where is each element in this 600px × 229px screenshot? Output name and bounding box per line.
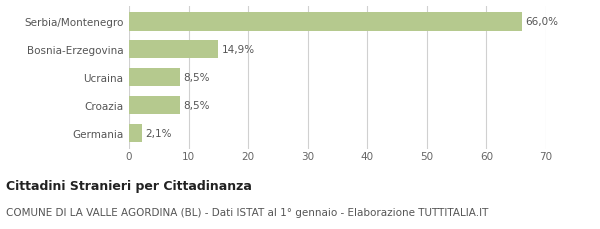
Bar — [129, 124, 142, 142]
Text: 2,1%: 2,1% — [145, 128, 172, 138]
Text: 8,5%: 8,5% — [183, 101, 210, 111]
Bar — [129, 97, 179, 115]
Text: 66,0%: 66,0% — [526, 17, 559, 27]
Bar — [129, 41, 218, 59]
Text: 14,9%: 14,9% — [221, 45, 254, 55]
Text: Cittadini Stranieri per Cittadinanza: Cittadini Stranieri per Cittadinanza — [6, 179, 252, 192]
Text: 8,5%: 8,5% — [183, 73, 210, 83]
Bar — [129, 13, 522, 31]
Bar — [129, 69, 179, 87]
Text: COMUNE DI LA VALLE AGORDINA (BL) - Dati ISTAT al 1° gennaio - Elaborazione TUTTI: COMUNE DI LA VALLE AGORDINA (BL) - Dati … — [6, 207, 488, 217]
